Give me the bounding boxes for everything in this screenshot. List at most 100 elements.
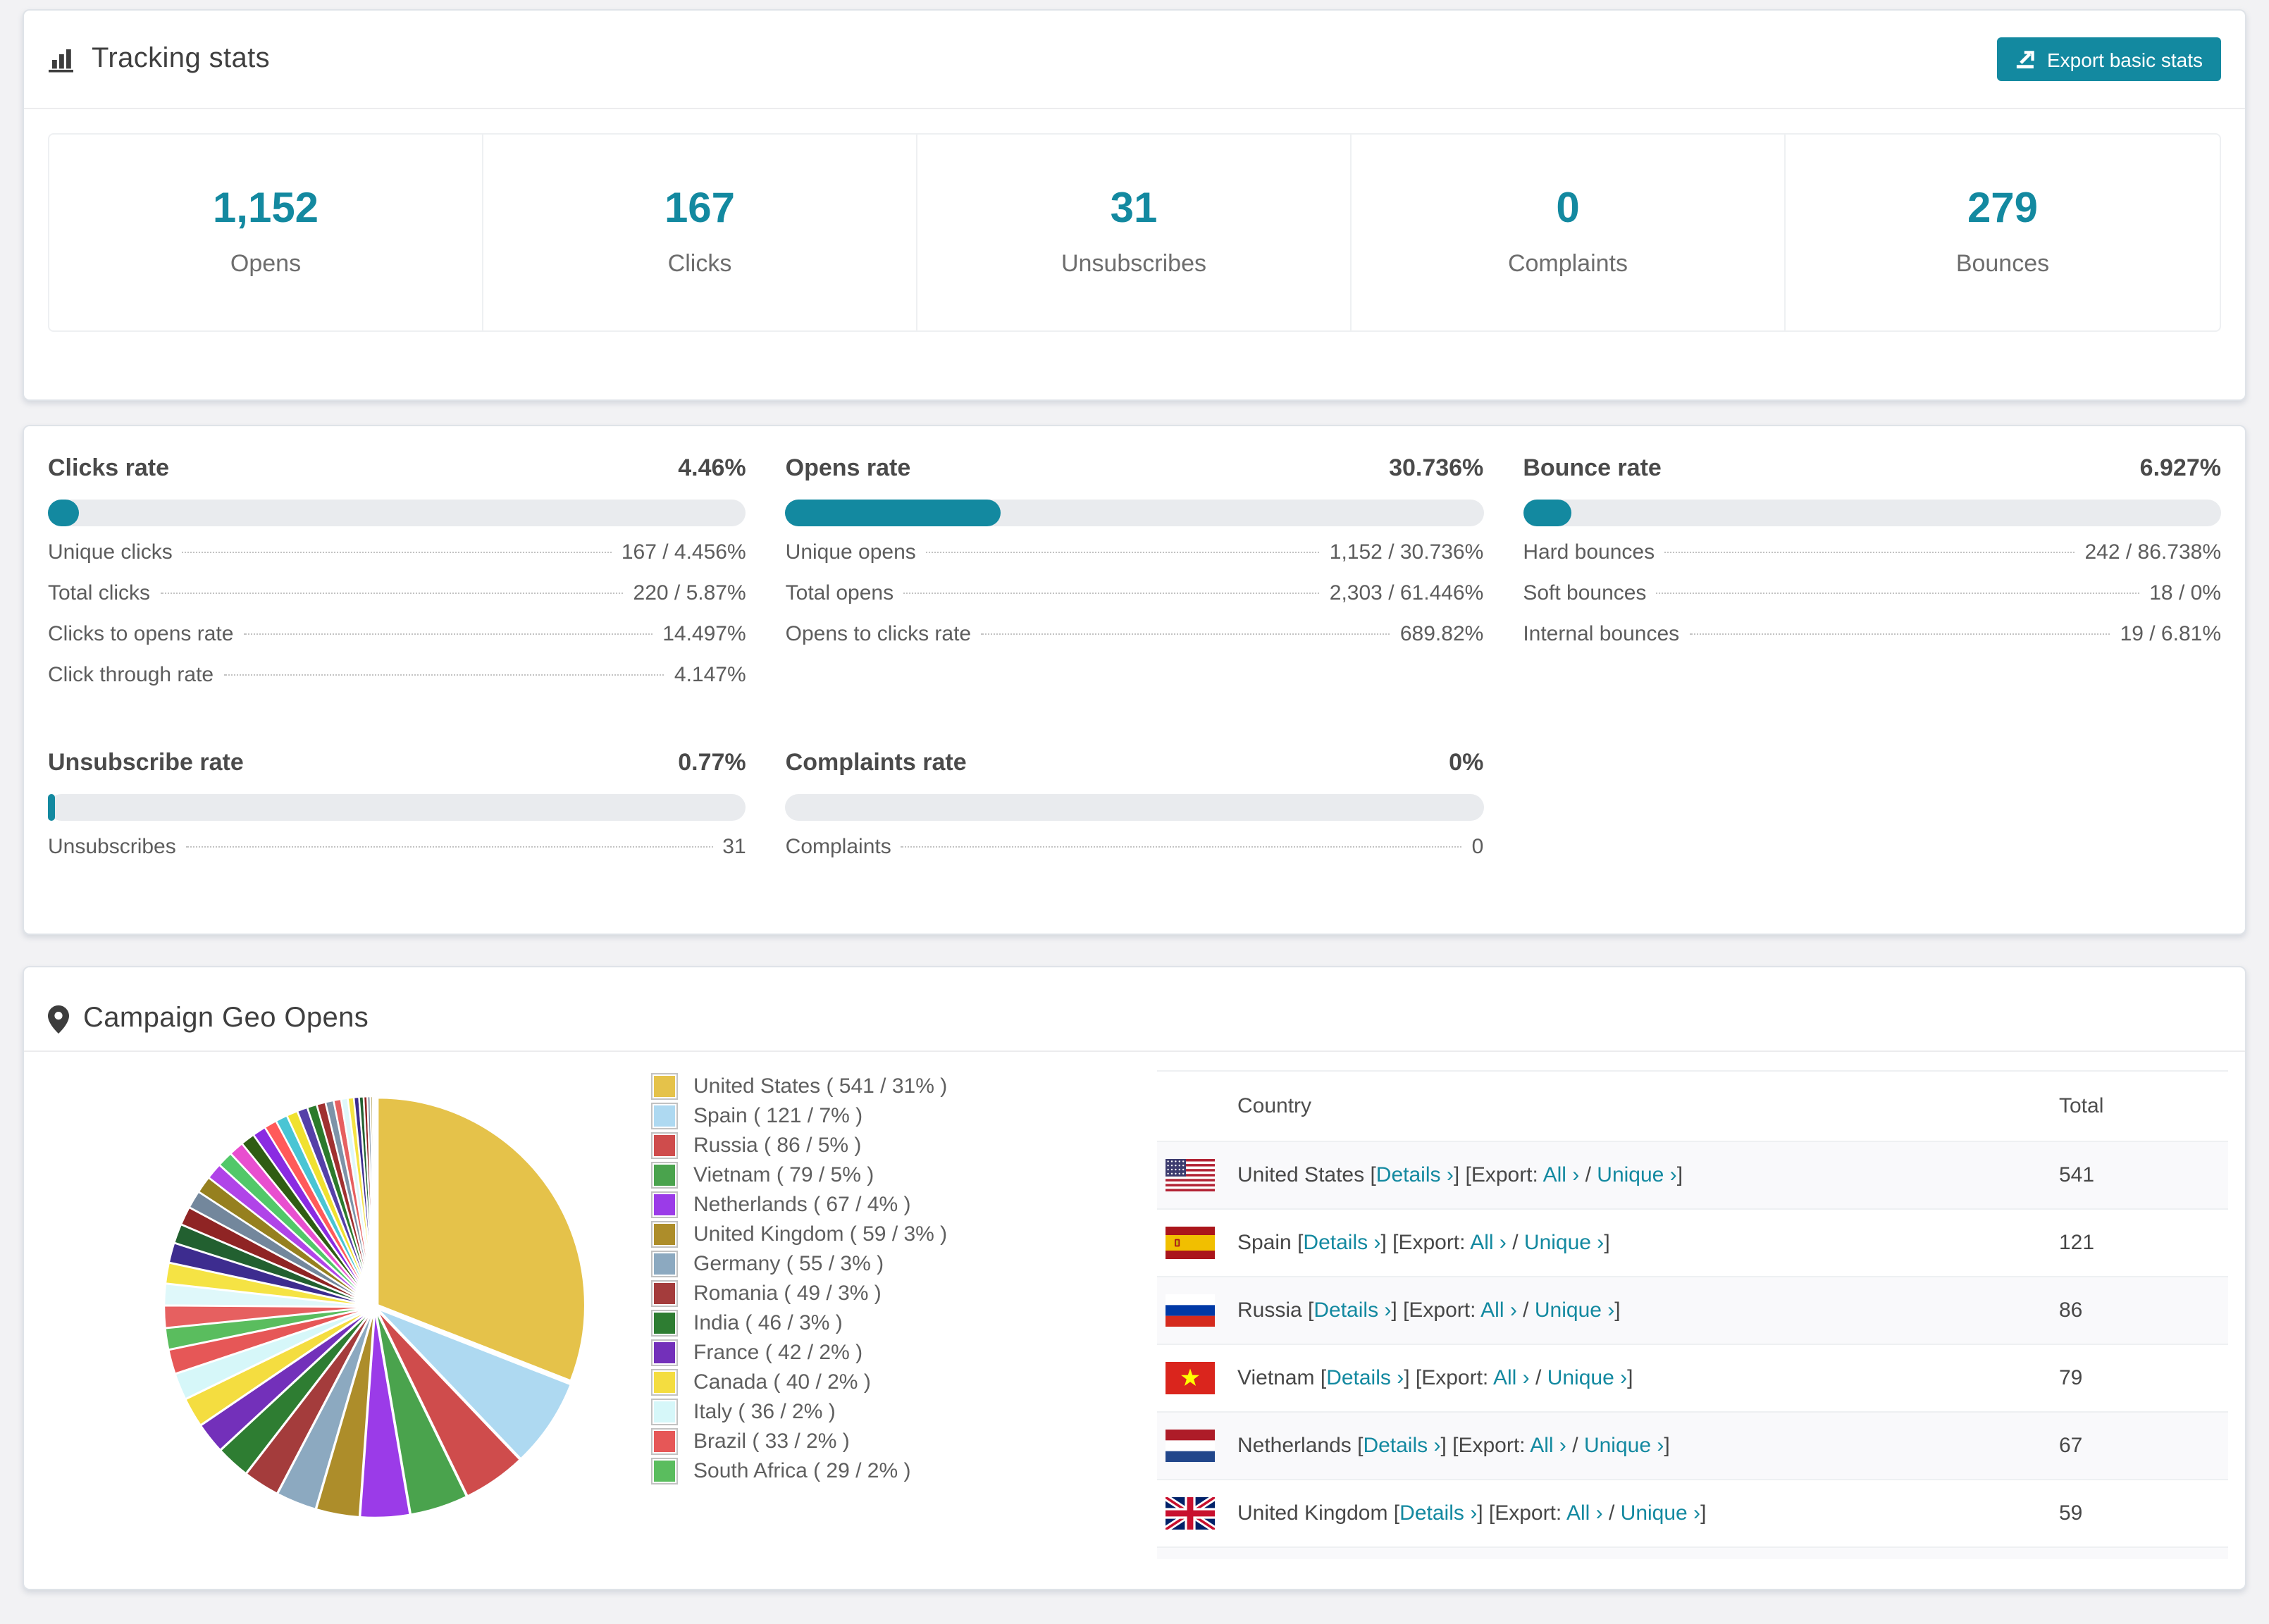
geo-table-row-nl: Netherlands [Details ›] [Export: All › /… xyxy=(1157,1411,2228,1479)
tracking-stats-card: Tracking stats Export basic stats 1,152 … xyxy=(23,9,2246,401)
export-unique-link[interactable]: Unique › xyxy=(1583,1434,1664,1458)
flag-es-icon xyxy=(1166,1227,1215,1259)
rate-detail-value: 19 / 6.81% xyxy=(2120,622,2221,646)
rate-detail-rows: Hard bounces 242 / 86.738% Soft bounces … xyxy=(1523,540,2221,663)
legend-label: Canada ( 40 / 2% ) xyxy=(693,1370,871,1394)
stat-label: Unsubscribes xyxy=(1061,249,1206,276)
rate-progress-fill xyxy=(48,794,55,821)
rate-detail-label: Unique clicks xyxy=(48,540,173,564)
country-total: 121 xyxy=(2059,1231,2095,1255)
flag-vn-icon xyxy=(1166,1362,1215,1394)
geo-table-row-vn: Vietnam [Details ›] [Export: All › / Uni… xyxy=(1157,1344,2228,1411)
rate-detail-label: Unique opens xyxy=(785,540,916,564)
stat-complaints: 0 Complaints xyxy=(1352,135,1786,330)
dotted-leader xyxy=(925,552,1320,553)
rate-detail-rows: Complaints 0 xyxy=(786,835,1484,876)
pie-legend: United States ( 541 / 31% ) Spain ( 121 … xyxy=(651,1072,947,1486)
country-total: 86 xyxy=(2059,1298,2083,1322)
legend-swatch xyxy=(651,1310,678,1337)
rate-progress-track xyxy=(785,500,1484,526)
flag-us-icon xyxy=(1166,1159,1215,1191)
rate-detail-row: Soft bounces 18 / 0% xyxy=(1523,581,2221,622)
export-all-link[interactable]: All › xyxy=(1492,1366,1530,1390)
geo-table-row-de: Germany [Details ›] [Export: All › / Uni… xyxy=(1157,1546,2228,1559)
details-link[interactable]: Details › xyxy=(1399,1501,1478,1525)
export-unique-link[interactable]: Unique › xyxy=(1597,1163,1677,1187)
details-link[interactable]: Details › xyxy=(1363,1434,1441,1458)
legend-swatch xyxy=(651,1280,678,1307)
rate-detail-value: 4.147% xyxy=(674,663,746,687)
export-all-link[interactable]: All › xyxy=(1530,1434,1566,1458)
export-unique-link[interactable]: Unique › xyxy=(1547,1366,1628,1390)
rate-progress-track xyxy=(48,500,746,526)
geo-section-title: Campaign Geo Opens xyxy=(83,1003,369,1034)
geo-table-header: Country Total xyxy=(1157,1072,2228,1141)
legend-swatch xyxy=(651,1369,678,1396)
rate-block-opens-rate: Opens rate 30.736% Unique opens 1,152 / … xyxy=(785,426,1484,704)
rate-value: 4.46% xyxy=(678,454,746,481)
export-all-link[interactable]: All › xyxy=(1480,1298,1517,1322)
stat-clicks: 167 Clicks xyxy=(483,135,917,330)
details-link[interactable]: Details › xyxy=(1326,1366,1404,1390)
export-unique-link[interactable]: Unique › xyxy=(1620,1501,1701,1525)
country-cell: Spain [Details ›] [Export: All › / Uniqu… xyxy=(1237,1231,1610,1255)
legend-label: Italy ( 36 / 2% ) xyxy=(693,1400,836,1424)
flag-nl-icon xyxy=(1166,1430,1215,1462)
legend-swatch xyxy=(651,1162,678,1189)
rate-title: Opens rate xyxy=(785,454,911,481)
rate-detail-rows: Unique opens 1,152 / 30.736% Total opens… xyxy=(786,540,1484,663)
export-all-link[interactable]: All › xyxy=(1566,1501,1603,1525)
rate-header: Bounce rate 6.927% xyxy=(1523,452,2221,485)
export-all-link[interactable]: All › xyxy=(1470,1231,1507,1255)
rate-detail-label: Total opens xyxy=(785,581,894,605)
rate-header: Complaints rate 0% xyxy=(786,746,1484,780)
legend-swatch xyxy=(651,1191,678,1218)
export-basic-stats-button[interactable]: Export basic stats xyxy=(1996,37,2221,81)
rate-value: 0% xyxy=(1449,749,1484,776)
rate-detail-label: Opens to clicks rate xyxy=(785,622,972,646)
geo-table-body: United States [Details ›] [Export: All ›… xyxy=(1157,1141,2228,1559)
legend-label: France ( 42 / 2% ) xyxy=(693,1341,863,1365)
bar-chart-icon xyxy=(48,46,78,73)
rate-detail-label: Click through rate xyxy=(48,663,214,687)
rate-header: Clicks rate 4.46% xyxy=(48,452,746,485)
export-unique-link[interactable]: Unique › xyxy=(1523,1231,1605,1255)
export-all-link[interactable]: All › xyxy=(1542,1163,1580,1187)
pie-slice[interactable] xyxy=(373,1095,376,1304)
legend-item: Romania ( 49 / 3% ) xyxy=(651,1279,947,1308)
rates-grid: Clicks rate 4.46% Unique clicks 167 / 4.… xyxy=(24,426,2245,876)
pie-slice-vietnam[interactable] xyxy=(375,1310,468,1515)
pie-slice-russia[interactable] xyxy=(376,1309,521,1498)
geo-table-row-gb: United Kingdom [Details ›] [Export: All … xyxy=(1157,1479,2228,1546)
rate-detail-row: Unique opens 1,152 / 30.736% xyxy=(786,540,1484,581)
geo-opens-pie-chart[interactable] xyxy=(156,1089,593,1525)
pie-slice-united-states[interactable] xyxy=(376,1096,586,1382)
stat-value: 167 xyxy=(664,185,736,231)
dotted-leader xyxy=(185,846,713,848)
pie-slice-spain[interactable] xyxy=(377,1308,572,1461)
legend-swatch xyxy=(651,1428,678,1455)
rate-title: Bounce rate xyxy=(1523,454,1662,481)
legend-label: Spain ( 121 / 7% ) xyxy=(693,1104,863,1128)
export-unique-link[interactable]: Unique › xyxy=(1534,1298,1615,1322)
rate-detail-value: 242 / 86.738% xyxy=(2084,540,2222,564)
details-link[interactable]: Details › xyxy=(1303,1231,1381,1255)
flag-ru-icon xyxy=(1166,1294,1215,1327)
rate-detail-row: Hard bounces 242 / 86.738% xyxy=(1523,540,2221,581)
stat-opens: 1,152 Opens xyxy=(49,135,483,330)
country-total: 541 xyxy=(2059,1163,2095,1187)
legend-item: United States ( 541 / 31% ) xyxy=(651,1072,947,1101)
stats-summary-row: 1,152 Opens 167 Clicks 31 Unsubscribes 0… xyxy=(48,133,2221,332)
details-link[interactable]: Details › xyxy=(1313,1298,1392,1322)
stat-label: Bounces xyxy=(1955,249,2050,276)
dotted-leader xyxy=(903,593,1320,594)
geo-table-row-es: Spain [Details ›] [Export: All › / Uniqu… xyxy=(1157,1208,2228,1276)
rate-detail-row: Internal bounces 19 / 6.81% xyxy=(1523,622,2221,663)
details-link[interactable]: Details › xyxy=(1375,1163,1454,1187)
rate-detail-label: Soft bounces xyxy=(1523,581,1647,605)
rate-value: 0.77% xyxy=(678,749,746,776)
pie-chart-svg[interactable] xyxy=(156,1089,593,1525)
flag-gb-icon xyxy=(1166,1497,1215,1530)
rate-detail-label: Clicks to opens rate xyxy=(48,622,234,646)
legend-swatch xyxy=(651,1132,678,1159)
